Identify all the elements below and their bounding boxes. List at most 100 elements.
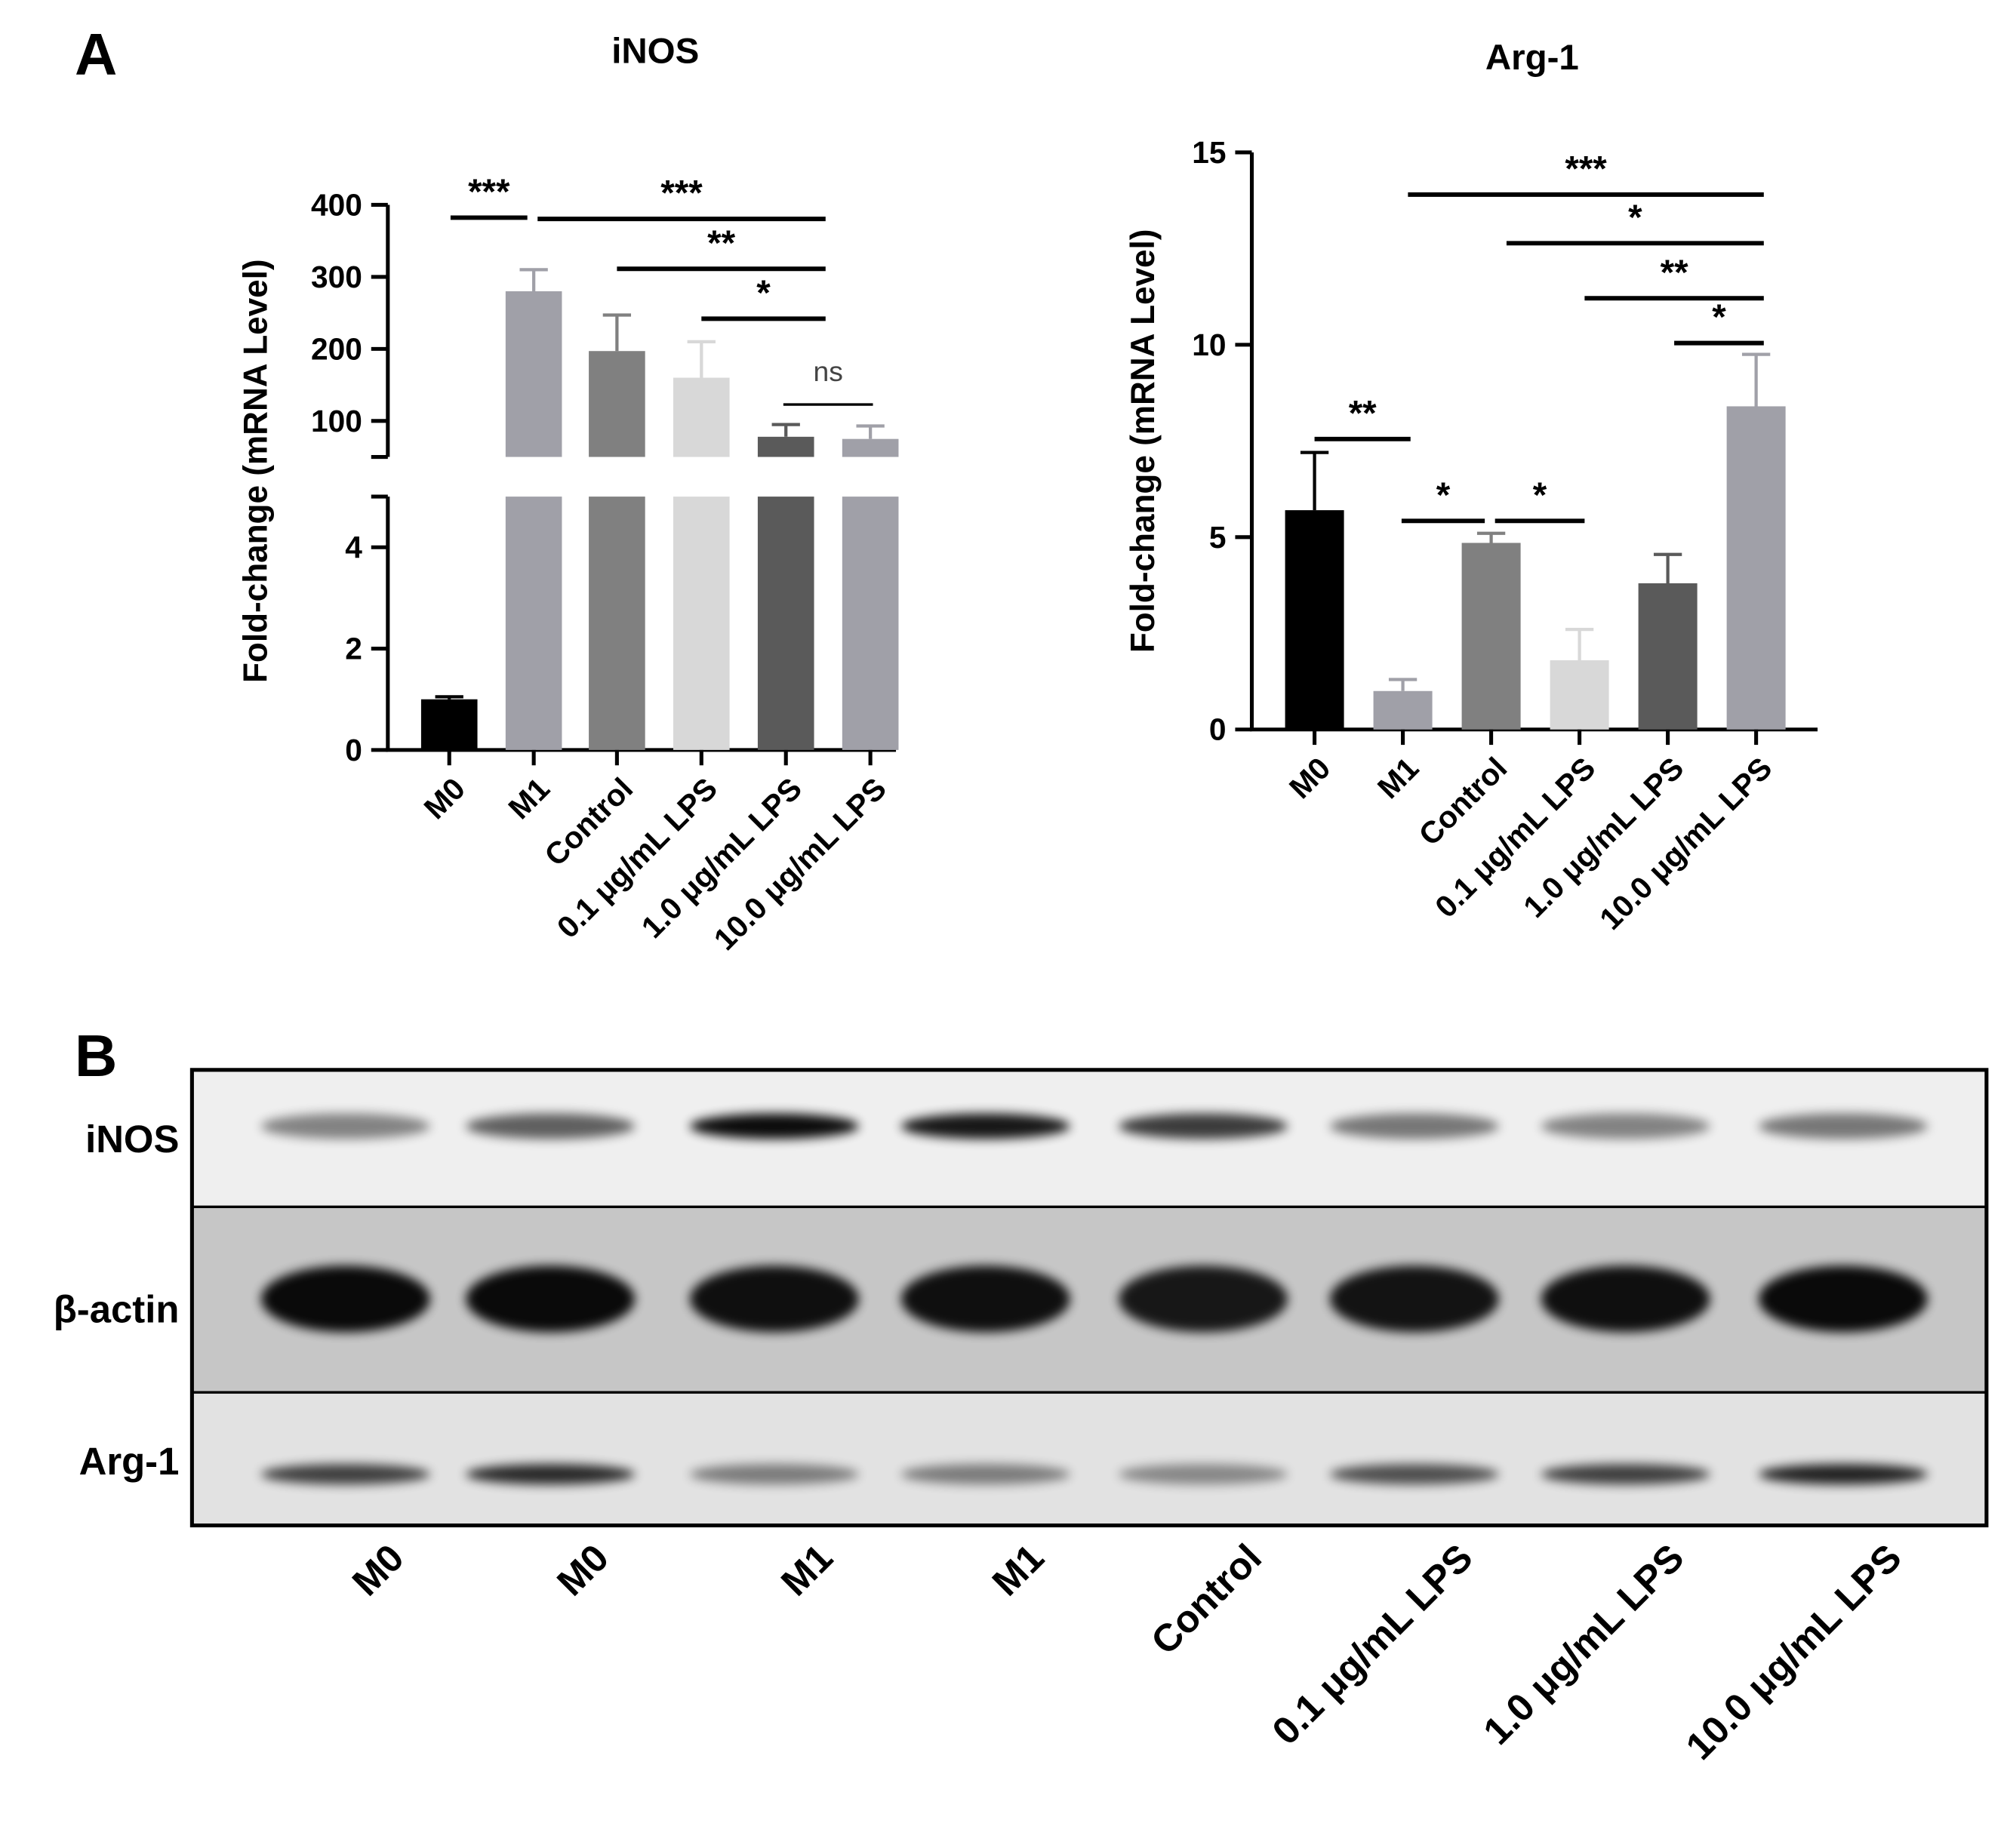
- bar: [1461, 543, 1521, 730]
- bar: [420, 699, 478, 750]
- x-tick-label: M1: [501, 771, 556, 826]
- blot-row: [192, 1207, 1987, 1393]
- blot-band: [466, 1464, 636, 1485]
- lane-label: M1: [773, 1536, 841, 1604]
- error-bar: [1741, 352, 1771, 407]
- lane-label: M1: [983, 1536, 1051, 1604]
- x-tick-label: 1.0 μg/mL LPS: [1516, 751, 1690, 924]
- lane-label: 0.1 μg/mL LPS: [1264, 1536, 1480, 1752]
- lane-label: Control: [1143, 1536, 1270, 1662]
- bar: [505, 291, 562, 457]
- blot-band: [260, 1464, 430, 1485]
- error-bar: [1476, 531, 1506, 543]
- lane-label: M0: [549, 1536, 617, 1604]
- y-tick-label: 300: [311, 260, 362, 294]
- bar: [589, 351, 645, 457]
- blot-band: [900, 1464, 1070, 1485]
- blot-band: [900, 1113, 1070, 1139]
- lane-label: 10.0 μg/mL LPS: [1677, 1536, 1909, 1767]
- bar: [589, 497, 645, 750]
- x-tick-label: 0.1 μg/mL LPS: [1428, 751, 1602, 924]
- bar: [757, 436, 814, 457]
- chart-title: Arg-1: [1485, 38, 1579, 78]
- error-bar: [435, 695, 463, 700]
- significance-label: *: [1533, 475, 1547, 515]
- y-tick-label: 15: [1192, 135, 1226, 170]
- error-bar: [519, 268, 548, 292]
- blot-band: [1329, 1464, 1499, 1485]
- y-axis-label: Fold-change (mRNA Level): [1125, 229, 1162, 653]
- blot-band: [1541, 1265, 1710, 1333]
- chart-title: iNOS: [611, 31, 699, 71]
- blot-band: [260, 1265, 430, 1333]
- significance-label: *: [1712, 297, 1726, 337]
- blot-band: [1759, 1113, 1928, 1139]
- blot-band: [1541, 1113, 1710, 1139]
- western-blot: [192, 1069, 1987, 1526]
- bar: [673, 377, 730, 457]
- bar: [1726, 406, 1786, 730]
- error-bar: [1653, 552, 1682, 583]
- error-bar: [1565, 628, 1594, 660]
- blot-band: [466, 1265, 636, 1333]
- bar: [1550, 660, 1609, 730]
- significance-label: ns: [813, 355, 842, 387]
- blot-frame: [189, 1068, 1989, 1528]
- error-bar: [856, 424, 885, 439]
- blot-band: [1541, 1464, 1710, 1485]
- bar: [842, 438, 899, 457]
- significance-label: **: [707, 223, 735, 263]
- blot-band: [1329, 1113, 1499, 1139]
- y-tick-label: 100: [311, 404, 362, 438]
- panel-label: B: [75, 1022, 117, 1089]
- bar: [1373, 690, 1433, 730]
- error-bar: [602, 313, 632, 352]
- blot-band: [466, 1113, 636, 1139]
- bar: [1285, 510, 1344, 730]
- significance-label: *: [1628, 198, 1642, 238]
- significance-label: ***: [468, 172, 510, 212]
- y-tick-label: 4: [345, 530, 362, 564]
- y-axis-label: Fold-change (mRNA Level): [238, 259, 275, 683]
- y-tick-label: 2: [345, 632, 362, 666]
- blot-band: [690, 1113, 859, 1139]
- blot-band: [260, 1113, 430, 1139]
- significance-label: ***: [1565, 149, 1607, 189]
- x-tick-label: M0: [417, 771, 473, 826]
- bar: [757, 497, 814, 750]
- blot-row-label: iNOS: [85, 1118, 179, 1161]
- x-tick-label: M0: [1282, 751, 1337, 806]
- blot-row: [192, 1069, 1987, 1207]
- y-tick-label: 0: [1209, 712, 1227, 747]
- bar: [505, 497, 562, 750]
- lane-label: 1.0 μg/mL LPS: [1475, 1536, 1691, 1752]
- bar: [842, 497, 899, 750]
- bar: [673, 497, 730, 750]
- blot-band: [690, 1464, 859, 1485]
- x-tick-label: M1: [1371, 751, 1426, 806]
- y-tick-label: 400: [311, 187, 362, 222]
- blot-row-label: Arg-1: [79, 1440, 180, 1483]
- significance-label: *: [756, 273, 771, 313]
- bar: [1638, 583, 1698, 730]
- error-bar: [687, 340, 716, 378]
- y-tick-label: 10: [1192, 327, 1226, 362]
- blot-band: [1759, 1265, 1928, 1333]
- error-bar: [771, 423, 800, 437]
- blot-band: [1329, 1265, 1499, 1333]
- blot-row: [192, 1392, 1987, 1526]
- y-tick-label: 0: [345, 733, 362, 767]
- significance-label: *: [1436, 475, 1451, 515]
- blot-band: [1119, 1464, 1288, 1485]
- error-bar: [1388, 678, 1418, 691]
- blot-band: [900, 1265, 1070, 1333]
- blot-band: [1119, 1265, 1288, 1333]
- error-bar: [1300, 450, 1329, 511]
- significance-label: **: [1349, 393, 1377, 433]
- blot-band: [1119, 1113, 1288, 1139]
- panel-label: A: [75, 20, 117, 87]
- y-tick-label: 200: [311, 331, 362, 366]
- y-tick-label: 5: [1209, 520, 1227, 555]
- significance-label: **: [1661, 253, 1688, 293]
